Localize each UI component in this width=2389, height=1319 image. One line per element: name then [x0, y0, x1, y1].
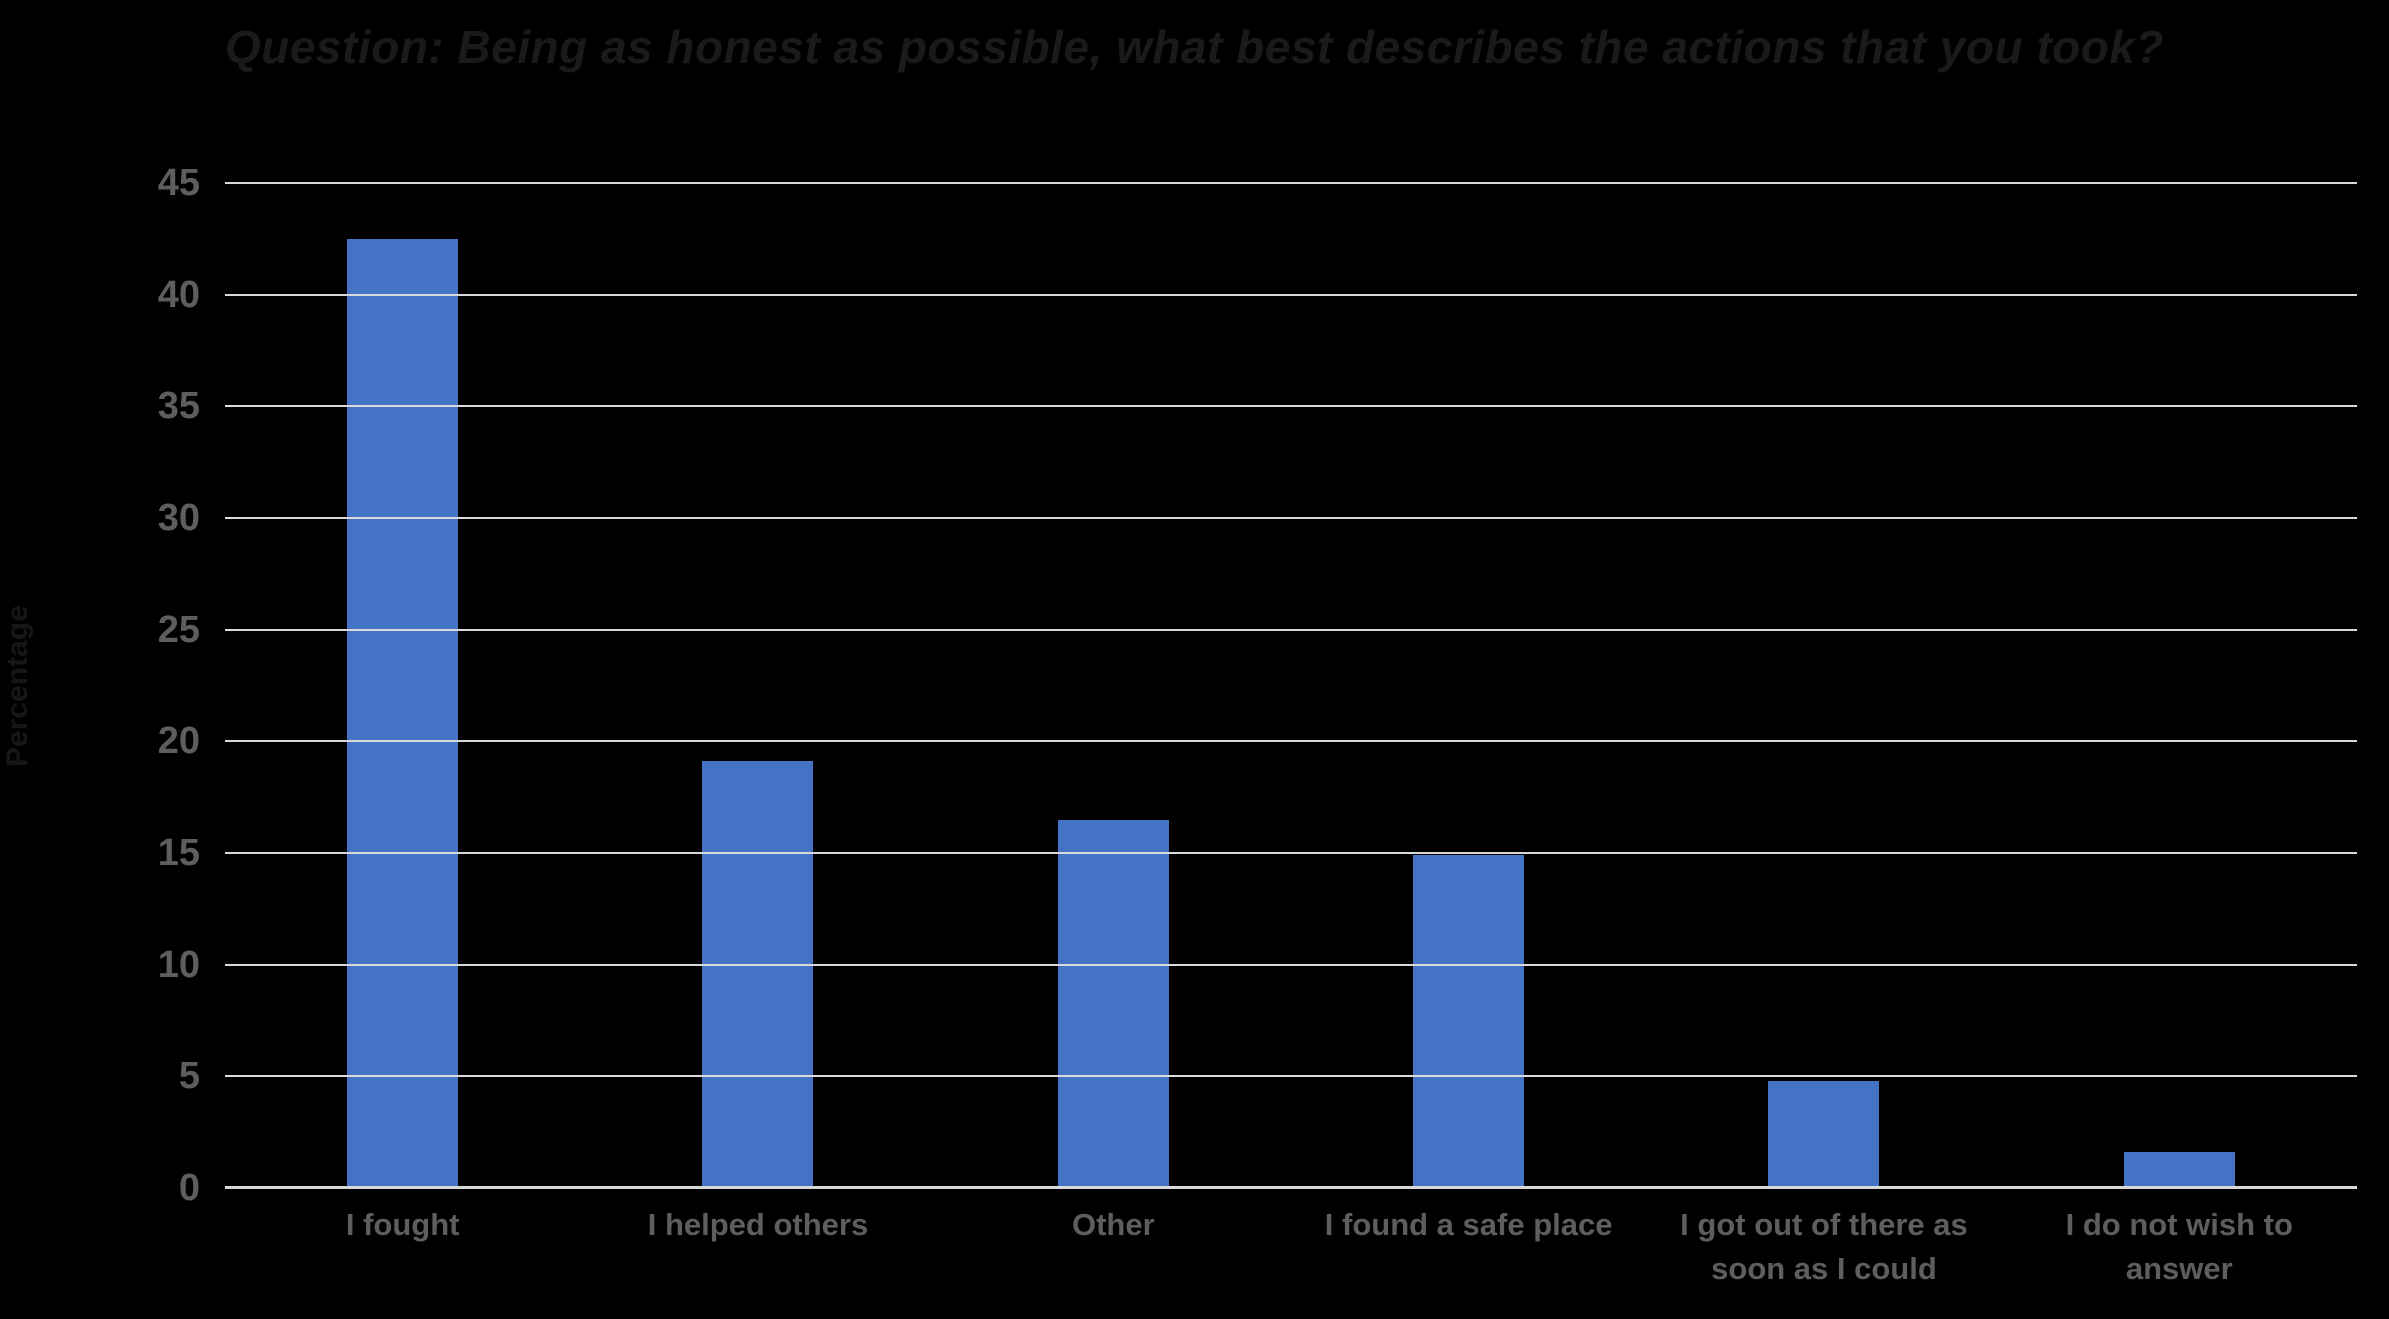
gridline — [225, 740, 2357, 743]
x-category-label: I got out of there as soon as I could — [1680, 1207, 1968, 1286]
bar — [1413, 855, 1525, 1188]
x-category-label: I helped others — [647, 1207, 869, 1242]
bars — [225, 183, 2357, 1188]
x-axis-line — [225, 1186, 2357, 1189]
bar — [2123, 1152, 2235, 1188]
gridline — [225, 182, 2357, 184]
y-tick-label: 30 — [157, 497, 200, 539]
gridline — [225, 628, 2357, 631]
bar — [1057, 819, 1169, 1188]
y-tick-label: 45 — [157, 162, 200, 204]
bar-cell — [580, 183, 935, 1188]
bar — [347, 238, 459, 1188]
x-label-cell: I helped others — [580, 1203, 935, 1291]
y-tick-label: 20 — [157, 720, 200, 763]
y-tick-label: 15 — [157, 832, 200, 874]
x-label-cell: I got out of there as soon as I could — [1646, 1203, 2001, 1291]
y-tick-label: 0 — [178, 1167, 200, 1209]
bar-cell — [936, 183, 1291, 1188]
y-axis-ticks: 45 40 35 30 25 20 15 10 5 0 — [80, 164, 200, 1207]
x-category-label: Other — [1071, 1207, 1155, 1242]
x-category-label: I fought — [345, 1207, 460, 1242]
x-axis-labels: I fought I helped others Other I found a sa… — [225, 1203, 2357, 1291]
y-tick-label: 35 — [157, 385, 200, 428]
bar — [702, 761, 814, 1188]
y-tick-label: 5 — [178, 1055, 200, 1098]
x-category-label: I do not wish to answer — [2065, 1207, 2293, 1286]
y-tick-label: 25 — [157, 608, 200, 651]
y-axis-title: Percentage — [1, 605, 34, 767]
gridline — [225, 851, 2357, 854]
x-category-label: I found a safe place — [1324, 1207, 1613, 1242]
gridline — [225, 516, 2357, 519]
gridline — [225, 963, 2357, 966]
x-label-cell: Other — [936, 1203, 1291, 1291]
x-label-cell: I fought — [225, 1203, 580, 1291]
x-label-cell: I found a safe place — [1291, 1203, 1646, 1291]
y-tick-label: 10 — [157, 943, 200, 986]
chart-title: Question: Being as honest as possible, w… — [224, 21, 2165, 73]
x-label-cell: I do not wish to answer — [2002, 1203, 2357, 1291]
plot-area — [225, 182, 2357, 1189]
bar-cell — [225, 183, 580, 1188]
y-tick-label: 40 — [157, 273, 200, 316]
bar-cell — [1646, 183, 2001, 1188]
bar — [1768, 1080, 1880, 1188]
gridline — [225, 293, 2357, 296]
gridline — [225, 405, 2357, 408]
gridline — [225, 1075, 2357, 1078]
bar-cell — [2002, 183, 2357, 1188]
bar-cell — [1291, 183, 1646, 1188]
